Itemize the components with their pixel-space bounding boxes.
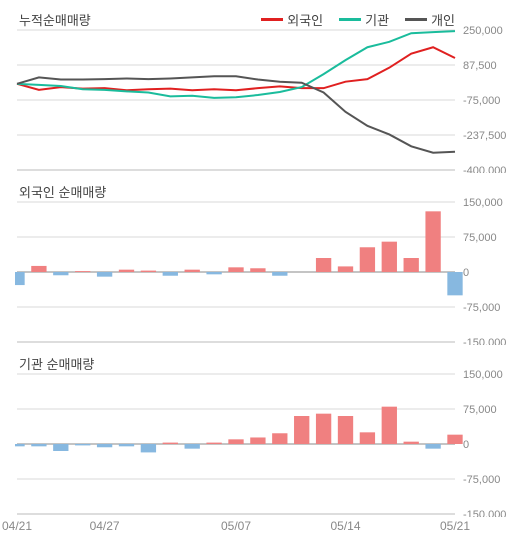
x-axis: 04/21 04/27 05/07 05/14 05/21 bbox=[0, 516, 530, 536]
legend-label-individual: 개인 bbox=[431, 10, 455, 29]
panel1-title: 누적순매매량 bbox=[19, 10, 91, 29]
svg-text:-237,500: -237,500 bbox=[463, 130, 506, 142]
svg-text:0: 0 bbox=[463, 439, 469, 451]
svg-text:-75,000: -75,000 bbox=[463, 474, 500, 486]
svg-text:-150,000: -150,000 bbox=[463, 337, 506, 345]
svg-text:-75,000: -75,000 bbox=[463, 302, 500, 314]
svg-text:04/27: 04/27 bbox=[90, 519, 120, 533]
legend-institution: 기관 bbox=[339, 10, 389, 29]
legend: 외국인 기관 개인 bbox=[261, 10, 455, 29]
panel2-title: 외국인 순매매량 bbox=[19, 182, 106, 201]
cumulative-chart: -400,000 -237,500 -75,000 87,500 250,000 bbox=[15, 8, 515, 173]
svg-text:05/14: 05/14 bbox=[330, 519, 360, 533]
panel3-title: 기관 순매매량 bbox=[19, 354, 94, 373]
svg-text:-400,000: -400,000 bbox=[463, 165, 506, 173]
svg-text:75,000: 75,000 bbox=[463, 232, 497, 244]
legend-label-institution: 기관 bbox=[365, 10, 389, 29]
svg-text:04/21: 04/21 bbox=[2, 519, 32, 533]
institution-net-chart: -150,000-75,000075,000150,000 bbox=[15, 352, 515, 517]
legend-swatch-foreigner bbox=[261, 18, 283, 21]
svg-text:05/21: 05/21 bbox=[440, 519, 470, 533]
svg-text:150,000: 150,000 bbox=[463, 369, 503, 381]
svg-text:75,000: 75,000 bbox=[463, 404, 497, 416]
svg-text:-75,000: -75,000 bbox=[463, 95, 500, 107]
svg-text:05/07: 05/07 bbox=[221, 519, 251, 533]
legend-individual: 개인 bbox=[405, 10, 455, 29]
foreigner-net-chart: -150,000 -75,000 0 75,000 150,000 bbox=[15, 180, 515, 345]
svg-text:150,000: 150,000 bbox=[463, 197, 503, 209]
legend-label-foreigner: 외국인 bbox=[287, 10, 323, 29]
legend-swatch-institution bbox=[339, 18, 361, 21]
svg-text:250,000: 250,000 bbox=[463, 25, 503, 37]
legend-foreigner: 외국인 bbox=[261, 10, 323, 29]
svg-text:0: 0 bbox=[463, 267, 469, 279]
legend-swatch-individual bbox=[405, 18, 427, 21]
svg-text:87,500: 87,500 bbox=[463, 60, 497, 72]
